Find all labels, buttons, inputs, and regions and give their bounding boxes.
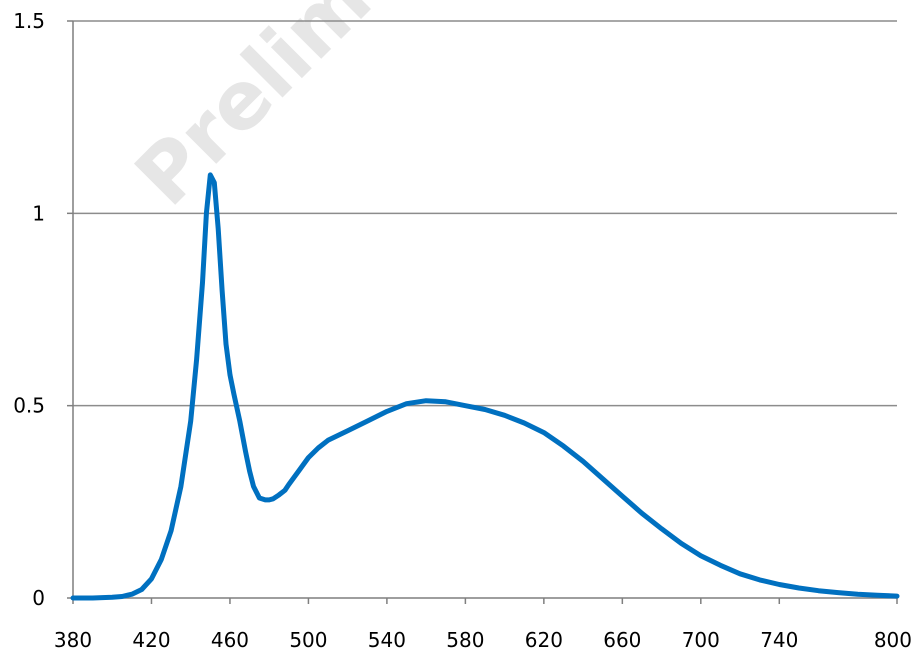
x-tick-label: 380 — [54, 628, 92, 652]
x-tick-label: 500 — [289, 628, 327, 652]
x-tick-label: 620 — [525, 628, 563, 652]
series-line — [70, 172, 900, 601]
x-tick-label: 540 — [368, 628, 406, 652]
y-tick-label: 0 — [32, 586, 45, 610]
x-tick-label: 660 — [603, 628, 641, 652]
tick-labels: 0 0.5 1 1.5 380 420 460 500 540 580 620 660 700 740 80… — [13, 9, 912, 652]
x-tick-label: 460 — [211, 628, 249, 652]
x-tick-label: 700 — [682, 628, 720, 652]
x-tick-label: 800 — [874, 628, 912, 652]
y-tick-label: 0.5 — [13, 394, 45, 418]
x-tick-label: 580 — [446, 628, 484, 652]
x-tick-label: 420 — [132, 628, 170, 652]
axes — [67, 20, 898, 604]
watermark-text: Prelim — [118, 0, 389, 223]
x-tick-label: 740 — [760, 628, 798, 652]
gridlines — [73, 20, 897, 407]
y-tick-label: 1.5 — [13, 9, 45, 33]
y-tick-label: 1 — [32, 201, 45, 225]
